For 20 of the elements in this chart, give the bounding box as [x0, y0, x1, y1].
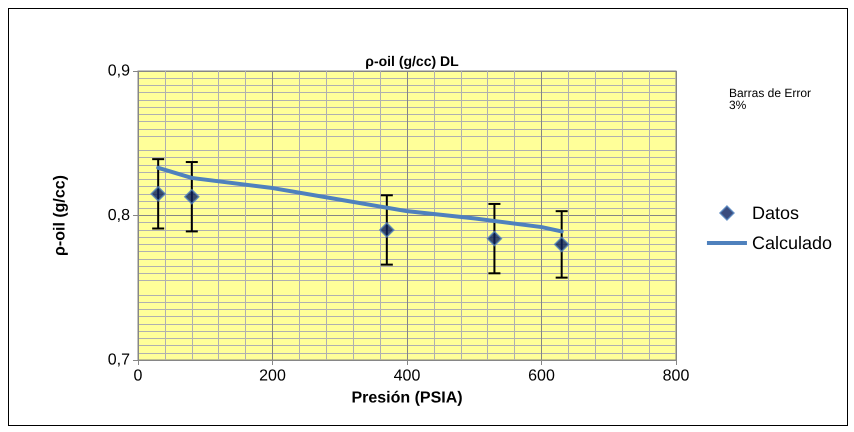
- x-tick-label: 0: [134, 368, 143, 384]
- x-tick-label: 800: [662, 368, 690, 384]
- x-tick-label: 400: [394, 368, 420, 384]
- line-series: [156, 166, 564, 234]
- x-tick-label: 200: [259, 368, 286, 384]
- legend-label: Datos: [752, 203, 799, 223]
- point: [150, 186, 166, 202]
- legend-label: Calculado: [752, 233, 832, 253]
- point: [184, 188, 200, 204]
- point: [486, 230, 502, 246]
- point: [379, 222, 395, 238]
- text: Barras de Error 3%: [729, 86, 814, 112]
- chart-title: ρ-oil (g/cc) DL: [365, 53, 460, 69]
- y-tick-label: 0,7: [108, 352, 130, 368]
- y-tick-label: 0,9: [108, 62, 130, 80]
- y-tick-label: 0,8: [108, 207, 130, 224]
- y-axis-title: ρ-oil (g/cc): [52, 174, 68, 256]
- x-tick-label: 600: [528, 368, 555, 384]
- point: [554, 236, 570, 252]
- x-axis-title: Presión (PSIA): [351, 390, 463, 406]
